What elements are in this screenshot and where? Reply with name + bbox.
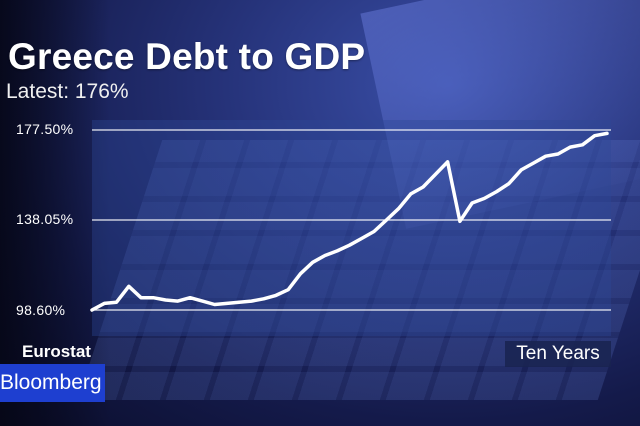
chart-title: Greece Debt to GDP (8, 36, 366, 77)
series-line-0 (90, 131, 609, 312)
series-group (90, 131, 609, 312)
y-tick-label-bottom: 98.60% (16, 302, 66, 318)
bloomberg-logo: Bloomberg (0, 364, 105, 402)
background-shadow (0, 0, 110, 426)
source-label: Eurostat (22, 342, 91, 361)
y-tick-label-top: 177.50% (16, 121, 74, 137)
chart-subtitle: Latest: 176% (6, 80, 129, 103)
gridlines (92, 129, 611, 311)
y-tick-label-middle: 138.05% (16, 211, 74, 227)
period-label: Ten Years (505, 341, 611, 367)
